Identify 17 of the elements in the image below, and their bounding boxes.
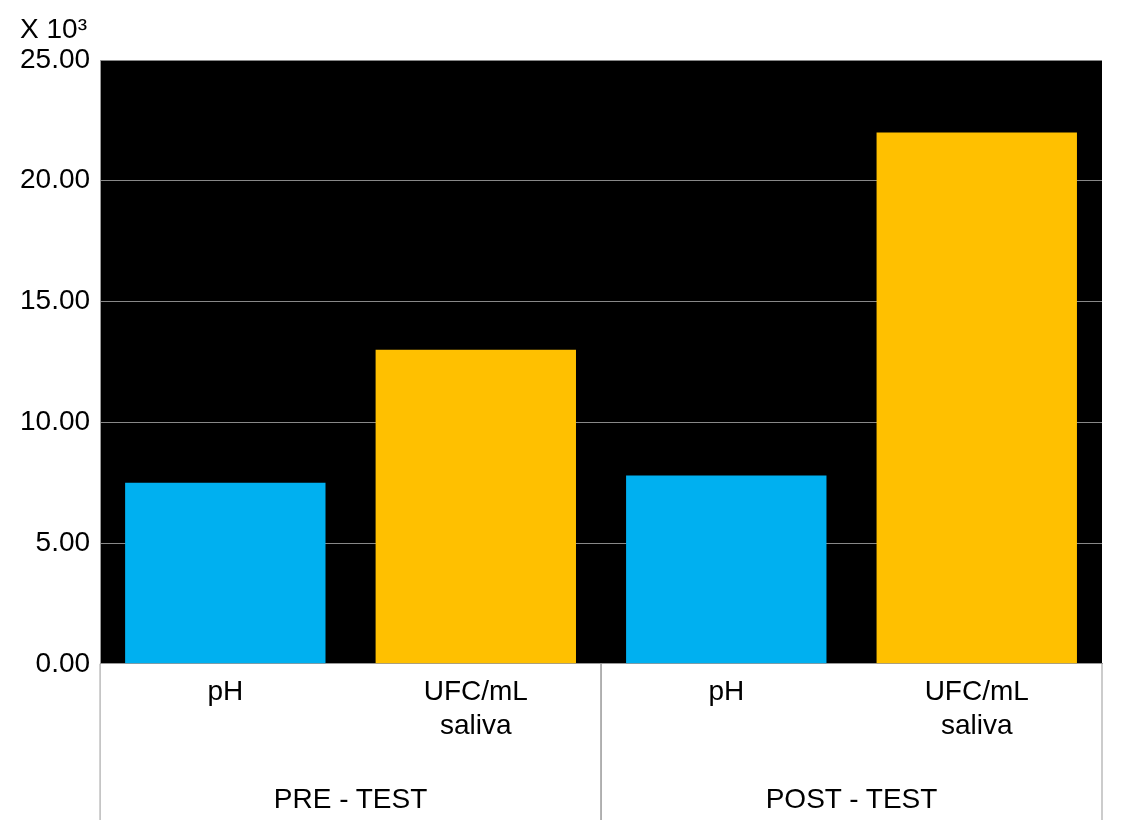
x-tick-label: pH [708, 675, 745, 707]
x-tick-label: UFC/mL saliva [924, 675, 1029, 740]
x-tick-label: pH [207, 675, 244, 707]
bar [125, 482, 326, 664]
y-tick-label: 20.00 [19, 163, 91, 195]
text: PRE - TEST [273, 783, 428, 814]
x-tick-label: UFC/mL saliva [423, 675, 528, 740]
y-tick-label: 5.00 [35, 525, 91, 557]
y-tick-label: 15.00 [19, 284, 91, 316]
y-tick-label: 0.00 [35, 646, 91, 678]
y-tick-label: 10.00 [19, 405, 91, 436]
text: POST - TEST [765, 783, 938, 814]
bar [375, 349, 576, 664]
y-tick-label: 25.00 [19, 42, 91, 74]
bar [626, 475, 827, 664]
bar [876, 132, 1077, 664]
y-axis-title: X 10³ [20, 13, 88, 44]
